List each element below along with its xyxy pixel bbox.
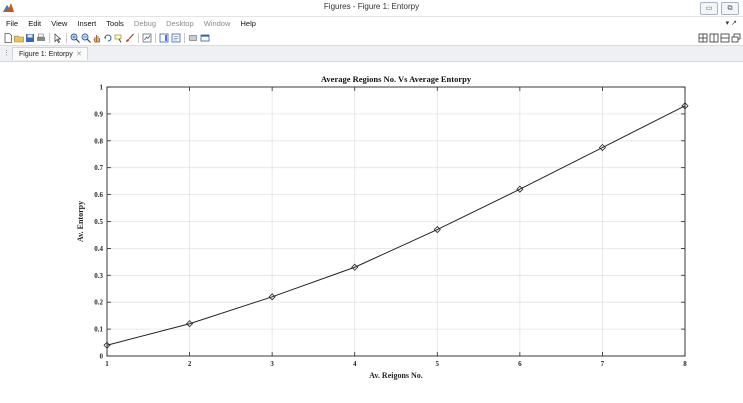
brush-icon[interactable] <box>125 33 135 43</box>
y-tick-label: 0.6 <box>94 191 103 199</box>
y-tick-label: 0.4 <box>94 245 103 253</box>
open-file-icon[interactable] <box>14 33 24 43</box>
x-tick-label: 2 <box>188 360 192 368</box>
data-point-marker <box>103 341 111 349</box>
close-icon[interactable]: ✕ <box>76 51 82 58</box>
menu-help[interactable]: Help <box>240 19 256 28</box>
save-icon[interactable] <box>25 33 35 43</box>
minimize-button[interactable]: ▭ <box>700 2 718 15</box>
menu-edit[interactable]: Edit <box>28 19 42 28</box>
menu-desktop[interactable]: Desktop <box>166 19 194 28</box>
series-line <box>106 105 686 346</box>
toolbar-separator <box>155 33 156 43</box>
data-point-marker <box>433 226 441 234</box>
pan-icon[interactable] <box>92 33 102 43</box>
menu-bar: File Edit View Insert Tools Debug Deskto… <box>0 17 743 31</box>
data-point-marker <box>186 320 194 328</box>
figure-toolbar <box>0 31 743 46</box>
x-tick-label: 6 <box>518 360 522 368</box>
menu-insert[interactable]: Insert <box>77 19 97 28</box>
y-tick-label: 0.2 <box>94 299 103 307</box>
figure-tab-bar: ⋮ Figure 1: Entorpy ✕ <box>0 46 743 62</box>
menu-debug[interactable]: Debug <box>133 19 157 28</box>
menu-file[interactable]: File <box>6 19 19 28</box>
x-tick-label: 1 <box>105 360 109 368</box>
zoom-out-icon[interactable] <box>81 33 91 43</box>
data-point-marker <box>516 185 524 193</box>
figure-canvas[interactable]: 1 2 3 4 5 6 7 8 0 0.1 0.2 0.3 0.4 0.5 0.6 0.7 0.8 0.9 1 Ave… <box>8 62 740 398</box>
y-tick-label: 0 <box>100 353 104 361</box>
y-axis-label: Av. Entorpy <box>76 201 85 242</box>
toolbar-separator <box>49 33 50 43</box>
x-tick-label: 7 <box>601 360 605 368</box>
y-tick-label: 0.3 <box>94 272 103 280</box>
edit-plot-icon[interactable] <box>53 33 63 43</box>
insert-colorbar-icon[interactable] <box>159 33 169 43</box>
menu-tools[interactable]: Tools <box>106 19 124 28</box>
x-axis-label: Av. Reigons No. <box>369 371 423 380</box>
chart-title: Average Regions No. Vs Average Entorpy <box>321 74 472 84</box>
restore-button[interactable]: ⧉ <box>721 2 739 15</box>
undock-icon[interactable] <box>731 33 741 43</box>
data-point-marker <box>598 143 606 152</box>
toolbar-separator <box>184 33 185 43</box>
y-tick-label: 0.7 <box>94 164 103 172</box>
window-title: Figures - Figure 1: Entorpy <box>323 2 420 11</box>
y-tick-label: 0.8 <box>94 137 103 145</box>
x-tick-label: 4 <box>353 360 357 368</box>
zoom-in-icon[interactable] <box>70 33 80 43</box>
y-tick-label: 1 <box>100 84 104 92</box>
x-tick-label: 8 <box>683 360 687 368</box>
y-tick-label: 0.9 <box>94 110 103 118</box>
new-figure-icon[interactable] <box>3 33 13 43</box>
data-cursor-icon[interactable] <box>114 33 124 43</box>
menu-overflow[interactable]: ▾ ↗ <box>725 20 737 27</box>
rotate-3d-icon[interactable] <box>103 33 113 43</box>
menu-window[interactable]: Window <box>203 19 231 28</box>
show-plot-tools-icon[interactable] <box>200 33 210 43</box>
toolbar-separator <box>138 33 139 43</box>
window-titlebar: Figures - Figure 1: Entorpy ▭ ⧉ <box>0 0 743 17</box>
data-point-marker <box>268 293 276 301</box>
data-point-marker <box>351 263 359 271</box>
insert-legend-icon[interactable] <box>171 33 181 43</box>
tab-label: Figure 1: Entorpy <box>19 51 73 58</box>
y-tick-label: 0.5 <box>94 218 103 226</box>
window-controls: ▭ ⧉ <box>700 2 739 15</box>
matlab-app-icon[interactable] <box>3 3 14 13</box>
x-tick-label: 3 <box>270 360 274 368</box>
tab-grip-icon[interactable]: ⋮ <box>3 50 10 57</box>
y-tick-label: 0.1 <box>94 326 103 334</box>
x-tick-label: 5 <box>436 360 440 368</box>
chart: 1 2 3 4 5 6 7 8 0 0.1 0.2 0.3 0.4 0.5 0.6 0.7 0.8 0.9 1 Ave… <box>76 74 689 380</box>
menu-view[interactable]: View <box>51 19 68 28</box>
hide-plot-tools-icon[interactable] <box>188 33 198 43</box>
tab-figure-1[interactable]: Figure 1: Entorpy ✕ <box>12 47 88 60</box>
print-icon[interactable] <box>36 33 46 43</box>
split-vertical-icon[interactable] <box>709 33 719 43</box>
tile-layout-icon[interactable] <box>698 33 708 43</box>
data-point-marker <box>681 102 689 110</box>
split-horizontal-icon[interactable] <box>720 33 730 43</box>
toolbar-separator <box>66 33 67 43</box>
link-plot-icon[interactable] <box>142 33 152 43</box>
